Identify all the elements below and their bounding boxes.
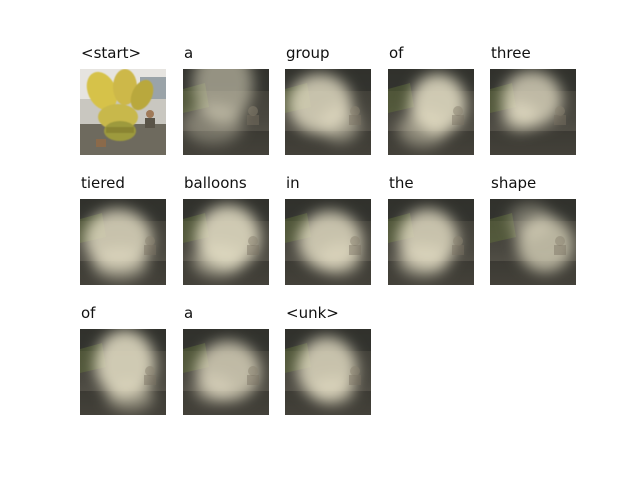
attention-map-image — [388, 69, 474, 155]
attention-map-image — [490, 69, 576, 155]
attention-cell: a — [183, 304, 270, 416]
attention-map-image — [285, 69, 371, 155]
attention-map-image — [285, 329, 371, 415]
original-image — [80, 69, 166, 155]
attention-map-svg — [490, 69, 576, 155]
attention-cell: shape — [490, 174, 577, 286]
attention-cell: of — [80, 304, 167, 416]
attention-cell: of — [388, 44, 475, 156]
attention-cell: group — [285, 44, 372, 156]
attention-map-image — [388, 199, 474, 285]
attention-cell: three — [490, 44, 577, 156]
attention-map-svg — [285, 199, 371, 285]
attention-cell: balloons — [183, 174, 270, 286]
caption-word: of — [389, 44, 403, 62]
attention-map-image — [183, 329, 269, 415]
attention-map-svg — [183, 69, 269, 155]
attention-cell: the — [388, 174, 475, 286]
attention-cell: <unk> — [285, 304, 372, 416]
caption-word: in — [286, 174, 300, 192]
attention-cell: in — [285, 174, 372, 286]
attention-cell: tiered — [80, 174, 167, 286]
caption-word: shape — [491, 174, 536, 192]
caption-word: a — [184, 304, 193, 322]
original-photo-svg — [80, 69, 166, 155]
attention-map-image — [183, 69, 269, 155]
attention-map-image — [80, 199, 166, 285]
caption-word: group — [286, 44, 330, 62]
caption-word: the — [389, 174, 414, 192]
attention-map-image — [490, 199, 576, 285]
attention-map-svg — [183, 329, 269, 415]
caption-word: balloons — [184, 174, 247, 192]
attention-cell: <start> — [80, 44, 167, 156]
attention-map-svg — [183, 199, 269, 285]
caption-word: tiered — [81, 174, 125, 192]
attention-cell: a — [183, 44, 270, 156]
caption-word: <unk> — [286, 304, 339, 322]
caption-word: three — [491, 44, 531, 62]
caption-word: a — [184, 44, 193, 62]
attention-map-svg — [80, 329, 166, 415]
attention-map-svg — [388, 69, 474, 155]
attention-map-image — [80, 329, 166, 415]
caption-word: <start> — [81, 44, 141, 62]
attention-map-svg — [388, 199, 474, 285]
caption-word: of — [81, 304, 95, 322]
attention-map-svg — [285, 329, 371, 415]
attention-map-image — [285, 199, 371, 285]
attention-map-image — [183, 199, 269, 285]
attention-map-svg — [490, 199, 576, 285]
attention-map-svg — [80, 199, 166, 285]
attention-map-svg — [285, 69, 371, 155]
